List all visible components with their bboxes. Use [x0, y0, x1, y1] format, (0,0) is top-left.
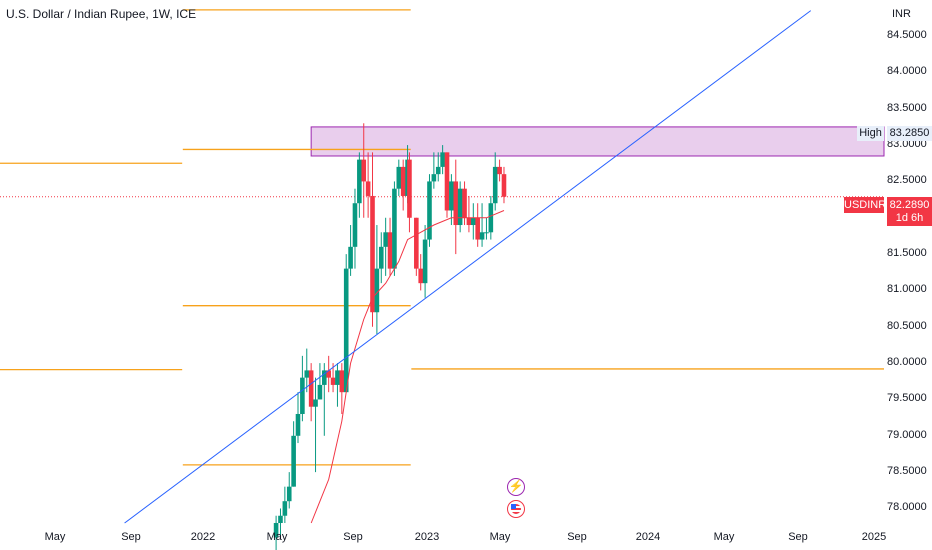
candle-body — [414, 217, 419, 269]
time-tick-label: May — [266, 531, 288, 543]
candle-body — [313, 399, 318, 407]
us-flag-event-icon[interactable] — [507, 500, 525, 518]
price-tick-label: 81.5000 — [887, 247, 927, 260]
candle-body — [282, 501, 288, 516]
candle-body — [497, 166, 502, 175]
high-tag: High — [857, 126, 884, 141]
flag-canton — [511, 504, 516, 509]
high-value: 83.2850 — [887, 126, 932, 141]
lightning-event-icon[interactable]: ⚡ — [507, 478, 525, 496]
candle-body — [396, 166, 402, 189]
candle-body — [335, 370, 340, 385]
candle-body — [343, 268, 349, 393]
candle-body — [440, 152, 445, 167]
candle-body — [339, 370, 345, 393]
time-tick-label: Sep — [788, 531, 808, 543]
candle-body — [475, 217, 480, 240]
price-tick-label: 83.0000 — [887, 138, 927, 151]
candle-body — [322, 370, 327, 385]
price-tick-label: 79.0000 — [887, 428, 927, 441]
candle-body — [392, 188, 397, 269]
candle-body — [466, 217, 472, 226]
time-tick-label: May — [713, 531, 735, 543]
chart-title: U.S. Dollar / Indian Rupee, 1W, ICE — [6, 7, 197, 21]
candle-body — [400, 166, 406, 196]
time-tick-label: Sep — [121, 531, 141, 543]
price-tick-label: 82.5000 — [887, 174, 927, 187]
candle-body — [357, 159, 362, 204]
candle-body — [304, 370, 310, 378]
price-tick-label: 80.5000 — [887, 319, 927, 332]
candle-body — [300, 377, 305, 414]
price-tick-label: 83.5000 — [887, 101, 927, 114]
candle-body — [365, 181, 371, 196]
currency-label: INR — [892, 8, 911, 20]
candle-body — [492, 166, 498, 204]
time-tick-label: Sep — [343, 531, 363, 543]
price-tick-label: 79.5000 — [887, 392, 927, 405]
candle-body — [462, 188, 467, 218]
time-tick-label: Sep — [567, 531, 587, 543]
candle-body — [348, 246, 353, 269]
candle-body — [484, 232, 489, 234]
time-tick-label: 2023 — [414, 531, 440, 543]
candle-body — [286, 486, 292, 502]
candle-body — [295, 413, 301, 436]
candle-body — [370, 195, 375, 313]
candle-body — [471, 217, 476, 226]
candle-body — [361, 159, 367, 182]
candle-body — [378, 246, 384, 269]
time-tick-label: May — [44, 531, 66, 543]
candle-body — [418, 268, 424, 284]
candle-body — [422, 239, 428, 284]
symbol-tag: USDINR — [844, 197, 887, 213]
candle-body — [352, 203, 358, 247]
last-price-label: 82.2890 — [887, 197, 932, 213]
candle-body — [488, 203, 494, 233]
resistance-zone — [310, 126, 885, 157]
price-tick-label: 80.0000 — [887, 356, 927, 369]
price-tick-label: 84.0000 — [887, 65, 927, 78]
candle-body — [278, 515, 283, 523]
time-tick-label: 2025 — [861, 531, 887, 543]
trendline — [124, 10, 812, 524]
candle-body — [435, 166, 441, 175]
candle-body — [407, 159, 412, 218]
candle-body — [479, 232, 485, 240]
candle-body — [291, 435, 296, 487]
bar-countdown: 1d 6h — [887, 212, 932, 226]
time-tick-label: 2024 — [635, 531, 661, 543]
candle-body — [317, 384, 323, 400]
flag-stripes — [511, 504, 521, 514]
candle-body — [330, 377, 336, 385]
candle-body — [273, 523, 279, 538]
time-tick-label: 2022 — [190, 531, 216, 543]
candle-body — [308, 370, 314, 407]
candle-body — [457, 188, 463, 226]
price-tick-label: 84.5000 — [887, 29, 927, 42]
candle-body — [501, 174, 507, 197]
time-tick-label: May — [489, 531, 511, 543]
candle-body — [427, 181, 432, 240]
candle-body — [449, 181, 454, 211]
candle-body — [326, 370, 331, 378]
candle-body — [431, 174, 437, 182]
candle-body — [387, 232, 393, 269]
price-tick-label: 81.0000 — [887, 283, 927, 296]
price-tick-label: 78.0000 — [887, 501, 927, 514]
candle-body — [444, 152, 450, 211]
price-tick-label: 78.5000 — [887, 465, 927, 478]
candle-body — [383, 232, 388, 247]
candle-body — [453, 181, 459, 226]
candle-body — [374, 268, 380, 313]
moving-average-line — [310, 210, 505, 524]
